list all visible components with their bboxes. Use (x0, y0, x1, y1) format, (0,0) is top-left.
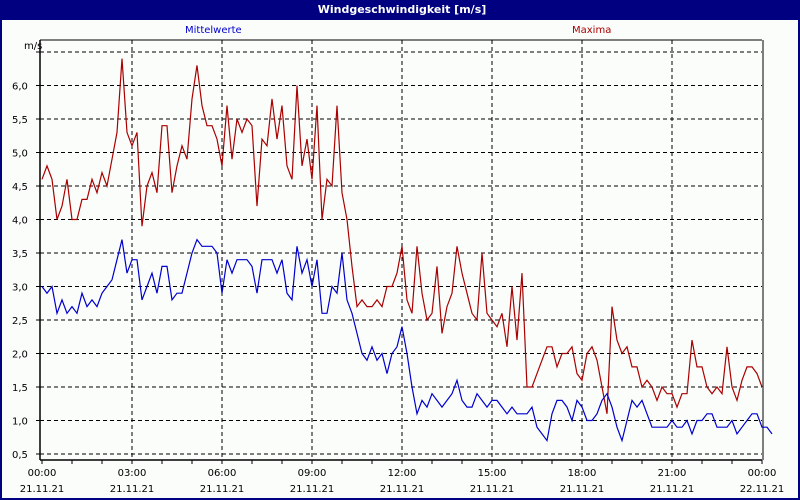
y-tick-label: 3,5 (12, 249, 28, 260)
x-tick-time: 09:00 (298, 468, 327, 479)
x-tick-date: 21.11.21 (200, 484, 245, 495)
y-unit: m/s (24, 41, 42, 52)
x-tick-date: 21.11.21 (110, 484, 155, 495)
x-tick-time: 18:00 (568, 468, 597, 479)
y-tick-label: 0,5 (12, 450, 28, 461)
x-tick-date: 21.11.21 (650, 484, 695, 495)
y-tick-label: 5,5 (12, 115, 28, 126)
x-tick-time: 03:00 (118, 468, 147, 479)
x-tick-date: 21.11.21 (470, 484, 515, 495)
x-tick-date: 21.11.21 (290, 484, 335, 495)
y-tick-label: 5,0 (12, 149, 28, 160)
series-maxima-line (41, 58, 763, 414)
y-tick-label: 2,0 (12, 350, 28, 361)
y-tick-label: 6,0 (12, 82, 28, 93)
y-tick-label: 1,0 (12, 417, 28, 428)
x-tick-time: 12:00 (388, 468, 417, 479)
x-tick-time: 00:00 (748, 468, 777, 479)
x-tick-time: 06:00 (208, 468, 237, 479)
y-tick-label: 1,5 (12, 383, 28, 394)
x-tick-time: 00:00 (28, 468, 57, 479)
series-mittelwerte-line (41, 238, 773, 443)
legend-mean: Mittelwerte (185, 25, 242, 36)
y-tick-label: 3,0 (12, 283, 28, 294)
x-tick-date: 21.11.21 (380, 484, 425, 495)
y-tick-label: 4,0 (12, 216, 28, 227)
x-tick-date: 21.11.21 (20, 484, 65, 495)
x-tick-date: 22.11.21 (740, 484, 785, 495)
window-title: Windgeschwindigkeit [m/s] (2, 0, 798, 20)
x-tick-date: 21.11.21 (560, 484, 605, 495)
x-tick-time: 21:00 (658, 468, 687, 479)
y-tick-label: 4,5 (12, 182, 28, 193)
x-tick-time: 15:00 (478, 468, 507, 479)
y-tick-label: 2,5 (12, 316, 28, 327)
legend-max: Maxima (572, 25, 612, 36)
